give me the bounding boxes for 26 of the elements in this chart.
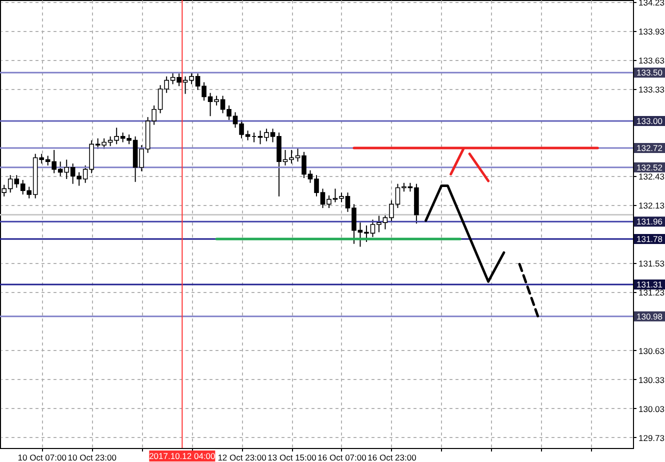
ref-line-label: 132.72 <box>636 143 663 154</box>
ref-line-label: 133.50 <box>636 68 663 78</box>
x-tick-label: 10 Oct 07:00 <box>18 452 67 462</box>
ref-line-label: 131.78 <box>636 234 663 244</box>
x-tick-label: 13 Oct 15:00 <box>268 452 317 462</box>
y-tick-label: 131.53 <box>638 258 665 269</box>
x-tick-label: 12 Oct 23:00 <box>218 452 267 462</box>
y-tick-label: 131.23 <box>638 288 665 298</box>
y-tick-label: 130.63 <box>638 346 665 356</box>
y-tick-label: 130.33 <box>638 374 665 385</box>
x-tick-label: 2017.10.12 04:00 <box>149 451 216 461</box>
y-tick-label: 129.73 <box>638 432 665 443</box>
ref-line-label: 131.31 <box>636 279 663 290</box>
y-tick-label: 132.13 <box>638 200 665 211</box>
y-tick-label: 130.03 <box>638 404 665 414</box>
y-tick-label: 133.33 <box>638 84 665 95</box>
x-tick-label: 16 Oct 23:00 <box>368 452 417 462</box>
ref-line-label: 133.00 <box>636 116 663 126</box>
x-tick-label: 10 Oct 23:00 <box>68 452 117 462</box>
ref-line-label: 130.98 <box>636 311 663 322</box>
y-tick-label: 133.63 <box>638 55 665 66</box>
y-tick-label: 133.93 <box>638 26 665 36</box>
y-tick-label: 132.43 <box>638 172 665 182</box>
ref-line-label: 131.96 <box>636 216 663 227</box>
x-tick-label: 16 Oct 07:00 <box>318 452 367 462</box>
ref-line-label: 132.52 <box>636 162 663 172</box>
